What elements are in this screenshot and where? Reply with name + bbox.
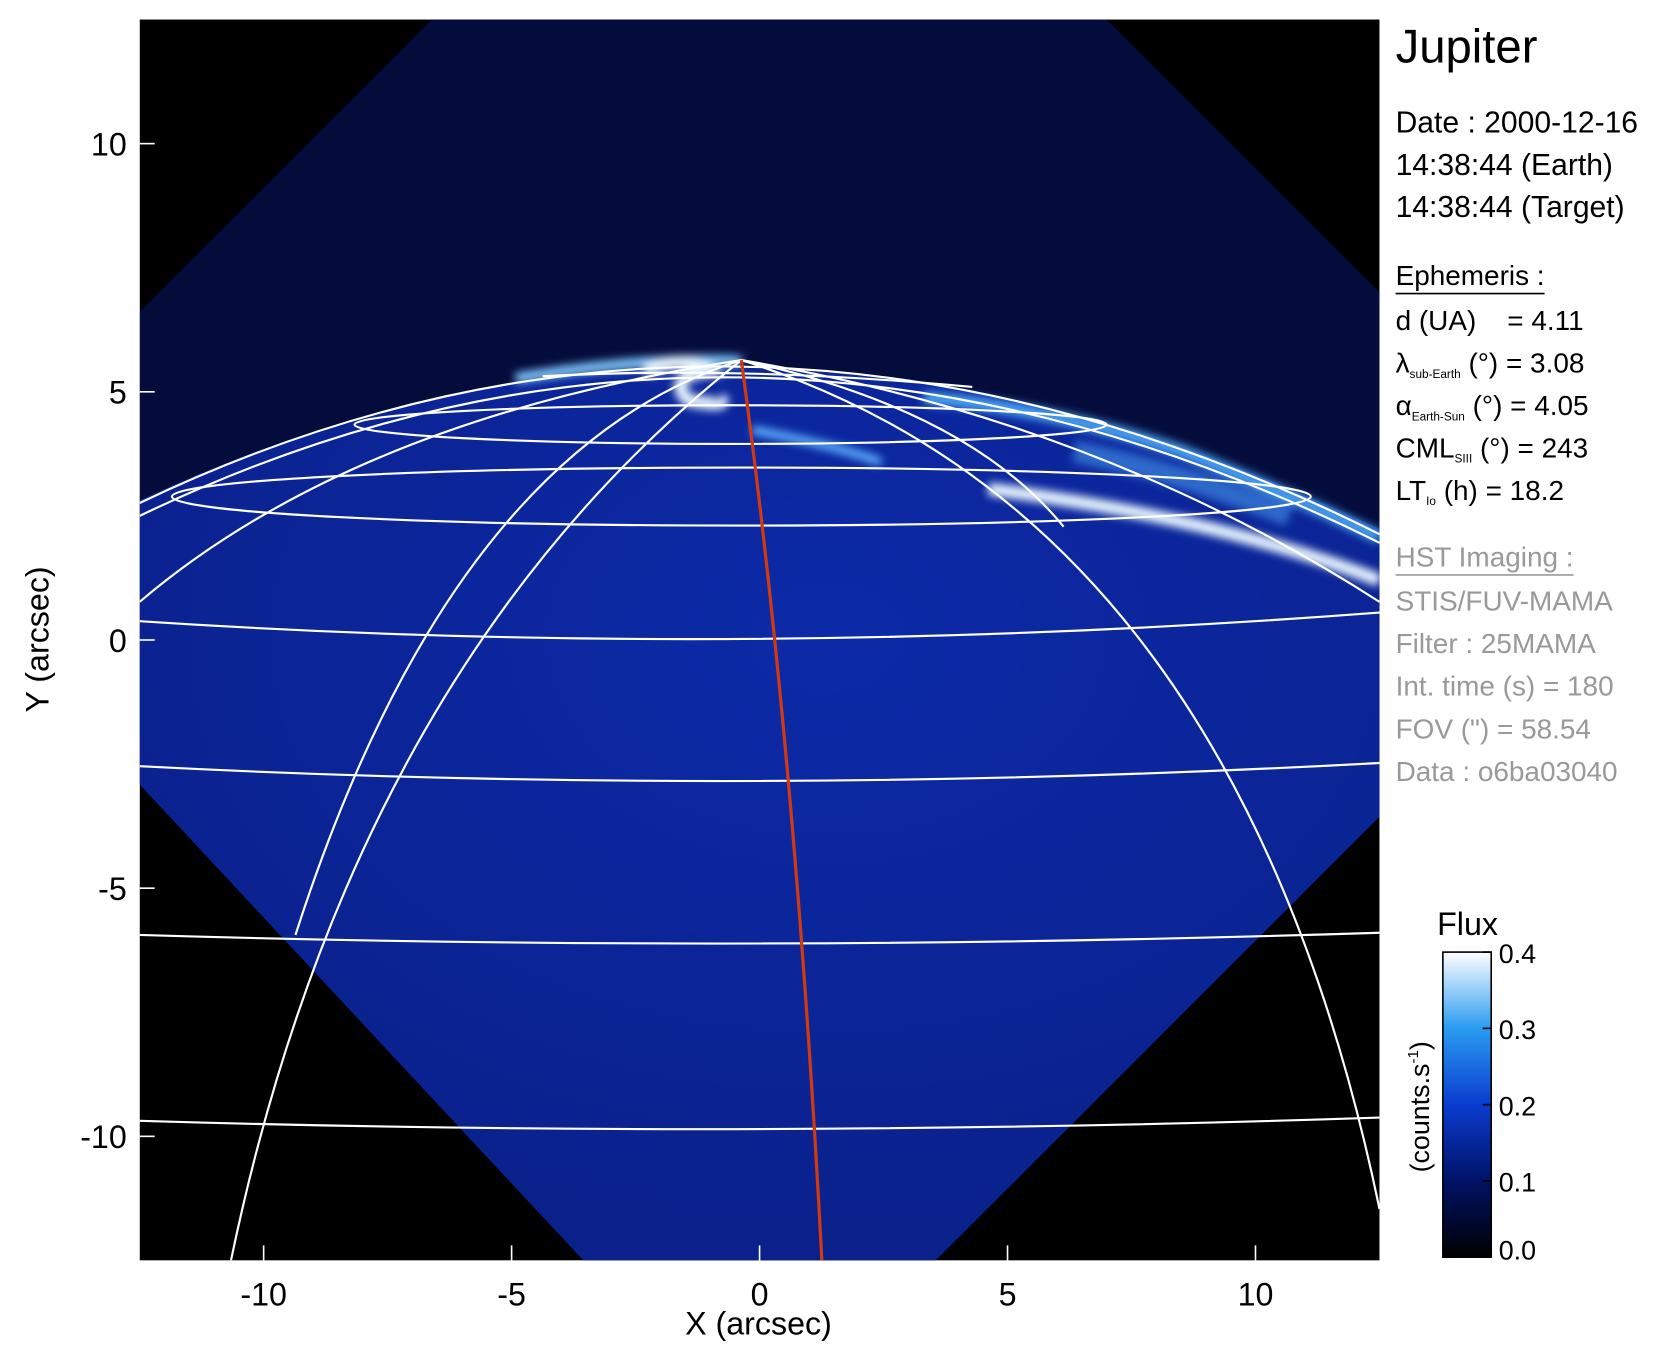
meridian	[741, 359, 1380, 603]
meridian	[294, 359, 742, 936]
y-tick-label: 10	[91, 126, 127, 162]
x-axis-label: X (arcsec)	[685, 1306, 832, 1342]
imaging-line: Filter : 25MAMA	[1396, 628, 1597, 659]
x-tick-label: -10	[240, 1277, 287, 1313]
imaging-line: STIS/FUV-MAMA	[1396, 585, 1614, 616]
axes: -10 -5 0 5 10 -10 -5 0 5 10	[80, 126, 1273, 1312]
x-tick-label: -5	[497, 1277, 526, 1313]
colorbar-tick-label: 0.4	[1499, 939, 1536, 969]
ephemeris-line: LTIo (h) = 18.2	[1396, 475, 1564, 508]
latitude-line	[139, 1116, 1380, 1131]
y-tick-label: -5	[98, 871, 127, 907]
x-tick-label: 0	[751, 1277, 769, 1313]
y-tick-label: -10	[80, 1119, 127, 1155]
date-line: 14:38:44 (Earth)	[1396, 149, 1613, 182]
latitude-line	[139, 761, 1380, 783]
meridian	[740, 359, 1380, 1210]
info-panel: Date : 2000-12-16 14:38:44 (Earth) 14:38:4…	[1396, 106, 1638, 787]
latitude-line	[353, 404, 1108, 445]
limb	[139, 365, 1380, 536]
ephemeris-main: λ	[1396, 347, 1410, 378]
ephemeris-rest: (°) = 243	[1472, 432, 1588, 463]
x-tick-label: 10	[1238, 1277, 1274, 1313]
ephemeris-sub: Earth-Sun	[1412, 409, 1465, 423]
section-heading: HST Imaging :	[1396, 541, 1574, 572]
imaging-line: FOV (") = 58.54	[1396, 713, 1591, 744]
colorbar-label-sup: -1	[1405, 1050, 1422, 1063]
ephemeris-rest: (°) = 4.05	[1465, 390, 1589, 421]
imaging-line: Int. time (s) = 180	[1396, 671, 1614, 702]
ephemeris-line: CMLSIII (°) = 243	[1396, 432, 1589, 465]
colorbar-tick-label: 0.3	[1499, 1015, 1536, 1045]
imaging-line: Data : o6ba03040	[1396, 756, 1618, 787]
colorbar-tick-label: 0.0	[1499, 1235, 1536, 1265]
colorbar-label-text: (counts.s	[1405, 1064, 1435, 1173]
meridian	[229, 359, 742, 1261]
colorbar: 0.0 0.1 0.2 0.3 0.4 (counts.s-1)	[1405, 939, 1536, 1266]
colorbar-label-end: )	[1405, 1041, 1435, 1050]
colorbar-title: Flux	[1437, 906, 1498, 942]
y-axis-label: Y (arcsec)	[19, 566, 55, 712]
latitude-line	[139, 611, 1380, 641]
ephemeris-main: CML	[1396, 432, 1455, 463]
meridian	[139, 359, 742, 603]
y-tick-label: 5	[109, 375, 127, 411]
latitude-line	[139, 931, 1380, 945]
ephemeris-line: d (UA) = 4.11	[1396, 305, 1584, 336]
colorbar-label: (counts.s-1)	[1405, 1041, 1435, 1172]
date-line: 14:38:44 (Target)	[1396, 191, 1625, 224]
ephemeris-rest: (h) = 18.2	[1436, 475, 1564, 506]
latitude-line	[542, 371, 973, 389]
chart-title: Jupiter	[1396, 21, 1538, 74]
colorbar-tick-label: 0.1	[1499, 1168, 1536, 1198]
ephemeris-main: α	[1396, 390, 1412, 421]
meridian	[741, 359, 1065, 528]
ephemeris-main: LT	[1396, 475, 1427, 506]
ephemeris-line: λsub-Earth (°) = 3.08	[1396, 347, 1585, 380]
y-tick-label: 0	[109, 623, 127, 659]
x-tick-label: 5	[999, 1277, 1017, 1313]
colorbar-tick-label: 0.2	[1499, 1091, 1536, 1121]
ephemeris-sub: sub-Earth	[1410, 367, 1461, 381]
latitude-line	[170, 466, 1312, 527]
lat-lon-grid	[139, 359, 1380, 1261]
ephemeris-main: d (UA) = 4.11	[1396, 305, 1584, 336]
limb-inner	[139, 376, 1380, 544]
planet-disk	[139, 367, 1380, 1261]
ephemeris-sub: SIII	[1455, 452, 1473, 466]
date-line: Date : 2000-12-16	[1396, 106, 1638, 139]
ephemeris-line: αEarth-Sun (°) = 4.05	[1396, 390, 1589, 423]
ephemeris-rest: (°) = 3.08	[1461, 347, 1585, 378]
ephemeris-sub: Io	[1426, 494, 1436, 508]
central-meridian	[739, 359, 824, 1261]
image	[139, 19, 1380, 1261]
section-heading: Ephemeris :	[1396, 260, 1545, 291]
